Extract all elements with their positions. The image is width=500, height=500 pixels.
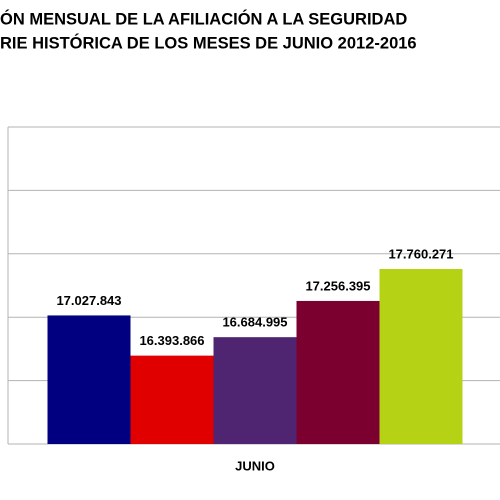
bar: [213, 337, 297, 444]
bar: [379, 268, 463, 444]
chart-title-line: ÓN MENSUAL DE LA AFILIACIÓN A LA SEGURID…: [0, 9, 407, 28]
data-label: 16.393.866: [139, 333, 204, 348]
bar: [47, 315, 131, 444]
data-label: 17.760.271: [388, 246, 453, 261]
data-label: 17.256.395: [305, 278, 370, 293]
x-tick-label: JUNIO: [235, 458, 275, 473]
data-label: 16.684.995: [222, 315, 287, 330]
data-label: 17.027.843: [56, 293, 121, 308]
bar: [296, 300, 380, 444]
bar: [130, 355, 214, 444]
chart-title-line: RIE HISTÓRICA DE LOS MESES DE JUNIO 2012…: [0, 33, 417, 52]
